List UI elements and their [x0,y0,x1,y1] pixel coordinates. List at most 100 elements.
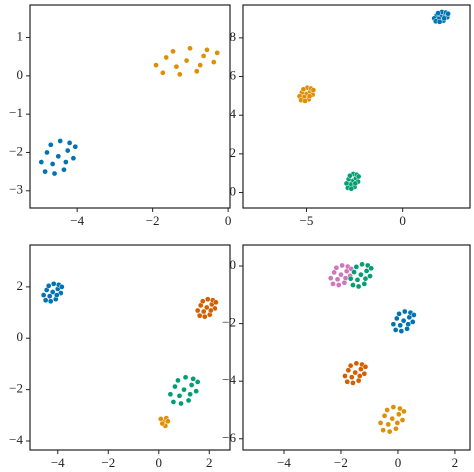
point [362,363,369,370]
point [306,93,313,100]
point [397,322,404,329]
point [353,360,360,367]
y-tick-label: 2 [230,145,237,160]
point [204,46,210,53]
point [380,427,386,433]
point [445,10,451,17]
x-tick-label: −4 [70,213,84,228]
point [436,18,443,25]
point [173,63,180,70]
point [398,328,405,334]
point [401,308,408,315]
y-tick-label: 0 [17,67,24,82]
point [190,375,196,382]
point [50,280,57,287]
y-tick-label: 1 [17,29,24,44]
point [200,53,207,59]
point [45,282,52,289]
point [335,282,342,288]
point [441,15,448,22]
point [55,153,62,160]
point [210,59,217,65]
point [355,173,362,180]
point [49,161,56,167]
point [194,379,201,385]
point [397,405,403,412]
point [182,374,189,381]
x-tick-label: 0 [399,213,406,228]
point [333,264,340,271]
point [194,307,201,314]
y-tick-label: 2 [17,278,24,293]
subplot: −4 −2 0 2 0 −2 −4 −6 [222,244,471,470]
point [348,185,355,192]
point [396,310,402,317]
point [64,147,71,154]
point [405,321,412,328]
point [390,404,397,410]
point [348,374,355,381]
point [188,382,195,388]
point [213,299,219,306]
point [361,281,368,287]
point [367,273,373,279]
point [347,362,354,369]
point [159,69,166,76]
point [399,417,406,423]
point [342,275,349,281]
point [377,420,384,426]
point [203,304,210,311]
point [62,159,69,165]
point [159,420,166,427]
point [72,143,79,150]
axes-frame [242,4,471,209]
y-tick-label: 0 [17,329,24,344]
point [181,386,187,393]
point [358,271,364,278]
point [207,307,214,314]
x-tick-label: 0 [395,455,402,470]
point [47,298,54,305]
x-tick-label: −5 [300,213,314,228]
point [167,391,174,398]
point [347,172,353,179]
x-tick-label: −2 [146,213,160,228]
point [51,170,58,177]
point [368,265,375,272]
point [409,319,416,325]
point [395,411,402,418]
point [170,48,176,55]
point [342,373,348,379]
point [389,415,396,422]
point [178,400,184,407]
point [176,71,183,78]
point [200,308,207,315]
point [187,45,193,52]
point [334,276,341,283]
point [339,262,345,269]
point [354,276,361,283]
subplot: −4 −2 0 1 0 −1 −2 −3 [9,4,231,228]
y-tick-label: −3 [9,182,23,197]
y-tick-label: 4 [230,106,237,121]
y-tick-label: −1 [9,105,23,120]
point [330,281,336,287]
point [435,10,441,16]
point [393,425,399,432]
point [385,421,392,428]
point [46,293,53,299]
point [350,380,356,386]
point [352,369,359,376]
x-tick-label: −4 [51,455,65,470]
y-tick-label: 8 [230,29,237,44]
point [411,312,417,318]
point [331,269,337,276]
point [310,87,317,93]
point [38,159,45,165]
point [344,378,351,385]
point [165,418,171,425]
point [187,391,193,398]
point [394,420,401,426]
point [356,373,363,379]
point [359,261,365,268]
